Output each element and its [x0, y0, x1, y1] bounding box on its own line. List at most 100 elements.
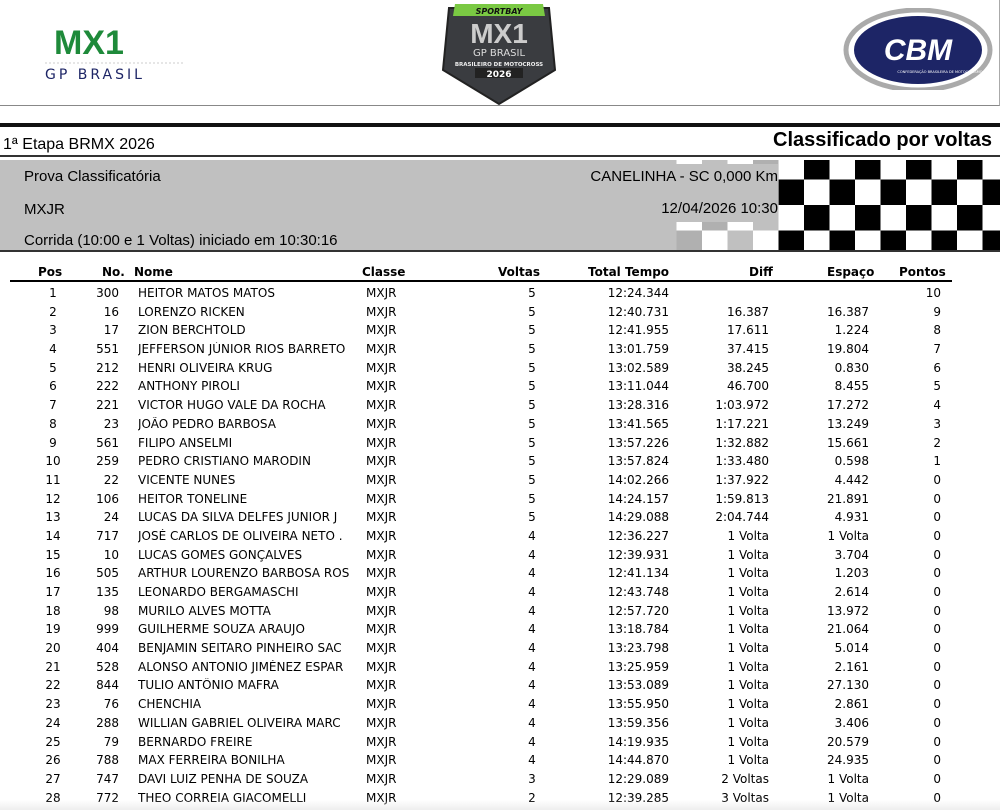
cell-number: 404 — [96, 641, 119, 656]
cell-number: 528 — [96, 659, 119, 674]
cell-points: 4 — [933, 398, 941, 413]
cell-laps: 4 — [528, 566, 536, 581]
cell-gap: 21.891 — [827, 491, 869, 506]
svg-text:SPORTBAY: SPORTBAY — [476, 7, 524, 16]
cell-laps: 4 — [528, 528, 536, 543]
checker-square — [982, 160, 1000, 180]
checker-square — [804, 230, 830, 250]
cell-name: ARTHUR LOURENZO BARBOSA ROS — [138, 566, 350, 581]
cell-total-time: 14:24.157 — [607, 491, 669, 506]
cell-gap: 1.224 — [834, 323, 869, 338]
cell-pos: 15 — [45, 547, 61, 562]
cell-points: 3 — [933, 416, 941, 431]
cell-number: 16 — [103, 304, 119, 319]
checker-square — [829, 179, 855, 205]
cell-points: 0 — [933, 566, 941, 581]
checker-square — [880, 230, 906, 250]
cell-pos: 11 — [45, 472, 61, 487]
cell-gap: 0.830 — [834, 360, 869, 375]
checker-square — [931, 179, 957, 205]
cell-pos: 27 — [45, 771, 61, 786]
cell-total-time: 12:36.227 — [607, 528, 669, 543]
cell-class: MXJR — [366, 286, 397, 300]
cell-name: LORENZO RICKEN — [138, 304, 245, 319]
checker-square — [880, 179, 906, 205]
cell-diff: 1:33.480 — [715, 454, 769, 469]
table-row: 3 17 ZION BERCHTOLD MXJR 5 12:41.955 17.611 1.2… — [0, 321, 1000, 340]
cell-points: 0 — [933, 547, 941, 562]
cell-points: 8 — [933, 323, 941, 338]
location: CANELINHA - SC 0,000 Km — [590, 168, 778, 185]
table-row: 26 788 MAX FERREIRA BONILHA MXJR 4 14:44.870 1… — [0, 751, 1000, 770]
cell-pos: 16 — [45, 566, 61, 581]
cell-diff: 1 Volta — [727, 585, 769, 599]
cell-name: LUCAS GOMES GONÇALVES — [138, 547, 303, 562]
cell-points: 0 — [933, 678, 941, 693]
cell-number: 221 — [96, 398, 119, 413]
cell-diff: 1 Volta — [727, 547, 769, 562]
cell-total-time: 12:40.731 — [607, 304, 669, 319]
cell-laps: 5 — [528, 472, 536, 487]
cell-gap: 24.935 — [827, 753, 869, 768]
col-pos: Pos — [38, 265, 63, 279]
cell-gap: 16.387 — [827, 304, 869, 319]
cell-gap: 1 Volta — [827, 528, 869, 543]
cell-pos: 24 — [45, 715, 61, 730]
checker-square — [982, 205, 1000, 231]
cell-gap: 21.064 — [827, 622, 869, 637]
cell-laps: 4 — [528, 585, 536, 599]
svg-text:CONFEDERAÇÃO BRASILEIRA DE MOT: CONFEDERAÇÃO BRASILEIRA DE MOTOCICLISMO — [897, 69, 982, 74]
cell-laps: 5 — [528, 286, 536, 300]
cell-diff: 1 Volta — [727, 697, 769, 712]
cell-name: FILIPO ANSELMI — [138, 435, 233, 450]
checker-square — [855, 205, 881, 231]
cell-pos: 6 — [49, 379, 57, 394]
cell-class: MXJR — [366, 641, 397, 656]
cell-number: 551 — [96, 342, 119, 357]
table-row: 16 505 ARTHUR LOURENZO BARBOSA ROS MXJR 4 12:… — [0, 564, 1000, 583]
cell-total-time: 14:29.088 — [607, 510, 669, 525]
cell-pos: 2 — [49, 304, 57, 319]
cell-diff: 1 Volta — [727, 715, 769, 730]
table-row: 18 98 MURILO ALVES MOTTA MXJR 4 12:57.720 1 Vo… — [0, 602, 1000, 621]
checker-square — [957, 160, 983, 180]
cell-total-time: 12:39.931 — [607, 547, 669, 562]
cell-total-time: 13:25.959 — [607, 659, 669, 674]
cell-diff: 38.245 — [727, 360, 769, 375]
checker-square — [931, 160, 957, 180]
cell-pos: 14 — [45, 528, 61, 543]
cell-points: 5 — [933, 379, 941, 394]
cell-class: MXJR — [366, 603, 397, 618]
cell-diff: 1 Volta — [727, 528, 769, 543]
cell-name: TULIO ANTÔNIO MAFRA — [138, 678, 279, 693]
date-time: 12/04/2026 10:30 — [661, 200, 778, 217]
checker-square — [753, 230, 779, 250]
cell-pos: 1 — [49, 286, 57, 300]
cell-diff: 1:59.813 — [715, 491, 769, 506]
checker-square — [906, 230, 932, 250]
table-row: 14 717 JOSÉ CARLOS DE OLIVEIRA NETO . MXJR 4… — [0, 527, 1000, 546]
cell-points: 0 — [933, 472, 941, 487]
cell-class: MXJR — [366, 753, 397, 768]
cell-gap: 1 Volta — [827, 771, 869, 786]
checker-square — [804, 160, 830, 180]
cell-class: MXJR — [366, 547, 397, 562]
cell-number: 98 — [103, 603, 119, 618]
cell-class: MXJR — [366, 342, 397, 357]
cell-pos: 19 — [45, 622, 61, 637]
cell-number: 24 — [103, 510, 119, 525]
cell-pos: 9 — [49, 435, 57, 450]
cell-total-time: 13:23.798 — [607, 641, 669, 656]
checker-square — [906, 160, 932, 180]
cell-diff: 1 Volta — [727, 678, 769, 693]
cell-name: ZION BERCHTOLD — [138, 323, 246, 338]
table-row: 17 135 LEONARDO BERGAMASCHI MXJR 4 12:43.748 1… — [0, 583, 1000, 602]
cell-points: 0 — [933, 659, 941, 674]
cell-points: 9 — [933, 304, 941, 319]
cell-gap: 1.203 — [834, 566, 869, 581]
cell-gap: 4.931 — [834, 510, 869, 525]
checker-square — [829, 205, 855, 231]
cell-pos: 8 — [49, 416, 57, 431]
cell-gap: 17.272 — [827, 398, 869, 413]
cell-total-time: 13:11.044 — [607, 379, 669, 394]
